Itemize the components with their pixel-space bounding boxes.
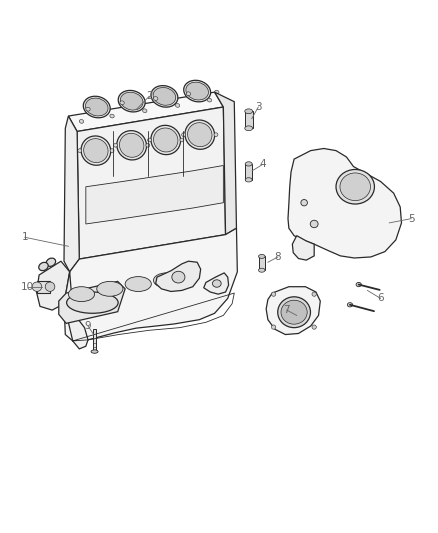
Polygon shape <box>266 287 320 335</box>
Ellipse shape <box>184 80 211 102</box>
Ellipse shape <box>118 91 145 112</box>
Text: 4: 4 <box>259 159 266 169</box>
Ellipse shape <box>120 133 144 157</box>
Ellipse shape <box>172 271 185 283</box>
Ellipse shape <box>148 138 152 142</box>
Polygon shape <box>64 116 79 272</box>
Ellipse shape <box>67 292 118 313</box>
Text: 8: 8 <box>275 252 281 262</box>
Ellipse shape <box>146 143 150 147</box>
Ellipse shape <box>143 109 147 112</box>
Bar <box>258 256 265 270</box>
Polygon shape <box>77 107 226 259</box>
Ellipse shape <box>175 103 180 107</box>
Ellipse shape <box>97 281 123 296</box>
Ellipse shape <box>83 96 110 118</box>
Polygon shape <box>204 273 229 294</box>
Bar <box>37 281 50 293</box>
Ellipse shape <box>120 101 124 104</box>
Ellipse shape <box>245 109 253 114</box>
Ellipse shape <box>207 98 212 102</box>
Ellipse shape <box>91 350 98 353</box>
Text: 9: 9 <box>85 321 92 331</box>
Ellipse shape <box>151 125 180 155</box>
Ellipse shape <box>78 149 81 152</box>
Ellipse shape <box>180 138 184 142</box>
Ellipse shape <box>120 92 143 110</box>
Ellipse shape <box>79 119 84 123</box>
Bar <box>93 329 96 352</box>
Ellipse shape <box>46 258 56 266</box>
Polygon shape <box>64 228 237 341</box>
Ellipse shape <box>336 169 374 204</box>
Text: 3: 3 <box>255 102 261 112</box>
Ellipse shape <box>356 282 361 287</box>
Ellipse shape <box>86 107 90 111</box>
Ellipse shape <box>110 114 114 118</box>
Ellipse shape <box>310 220 318 228</box>
Ellipse shape <box>312 292 316 296</box>
Polygon shape <box>292 236 314 260</box>
Ellipse shape <box>301 199 307 206</box>
Ellipse shape <box>347 303 353 307</box>
Ellipse shape <box>39 262 48 271</box>
Bar <box>245 164 252 180</box>
Ellipse shape <box>272 325 276 329</box>
Ellipse shape <box>212 280 221 287</box>
Ellipse shape <box>258 254 265 259</box>
Text: 2: 2 <box>146 91 152 101</box>
Ellipse shape <box>185 120 215 149</box>
Ellipse shape <box>340 173 371 200</box>
Ellipse shape <box>245 177 252 182</box>
Ellipse shape <box>113 143 117 147</box>
Ellipse shape <box>154 96 158 100</box>
Polygon shape <box>288 149 402 258</box>
Ellipse shape <box>272 292 276 296</box>
Ellipse shape <box>281 300 307 324</box>
Ellipse shape <box>45 282 55 292</box>
Ellipse shape <box>186 92 191 95</box>
Ellipse shape <box>68 287 95 302</box>
Text: 5: 5 <box>408 214 414 224</box>
Bar <box>245 111 253 128</box>
Polygon shape <box>86 165 223 224</box>
Ellipse shape <box>214 133 218 136</box>
Text: 6: 6 <box>377 293 384 303</box>
Text: 7: 7 <box>283 305 290 315</box>
Ellipse shape <box>125 277 151 292</box>
Polygon shape <box>36 261 70 310</box>
Ellipse shape <box>258 268 265 272</box>
Ellipse shape <box>151 86 178 107</box>
Polygon shape <box>64 272 88 349</box>
Ellipse shape <box>186 82 208 100</box>
Ellipse shape <box>187 123 212 147</box>
Ellipse shape <box>182 133 186 136</box>
Polygon shape <box>155 261 201 292</box>
Ellipse shape <box>110 149 114 152</box>
Ellipse shape <box>117 131 146 160</box>
Ellipse shape <box>85 98 108 116</box>
Ellipse shape <box>278 297 311 328</box>
Ellipse shape <box>153 273 180 288</box>
Polygon shape <box>59 281 125 324</box>
Text: 1: 1 <box>21 232 28 243</box>
Text: 10: 10 <box>21 282 34 292</box>
Ellipse shape <box>154 128 178 152</box>
Ellipse shape <box>312 325 316 329</box>
Ellipse shape <box>215 90 219 94</box>
Ellipse shape <box>32 282 42 292</box>
Ellipse shape <box>84 139 108 163</box>
Ellipse shape <box>81 136 111 165</box>
Polygon shape <box>68 92 223 132</box>
Ellipse shape <box>153 87 176 106</box>
Ellipse shape <box>245 162 252 166</box>
Ellipse shape <box>245 126 253 131</box>
Polygon shape <box>215 92 237 235</box>
